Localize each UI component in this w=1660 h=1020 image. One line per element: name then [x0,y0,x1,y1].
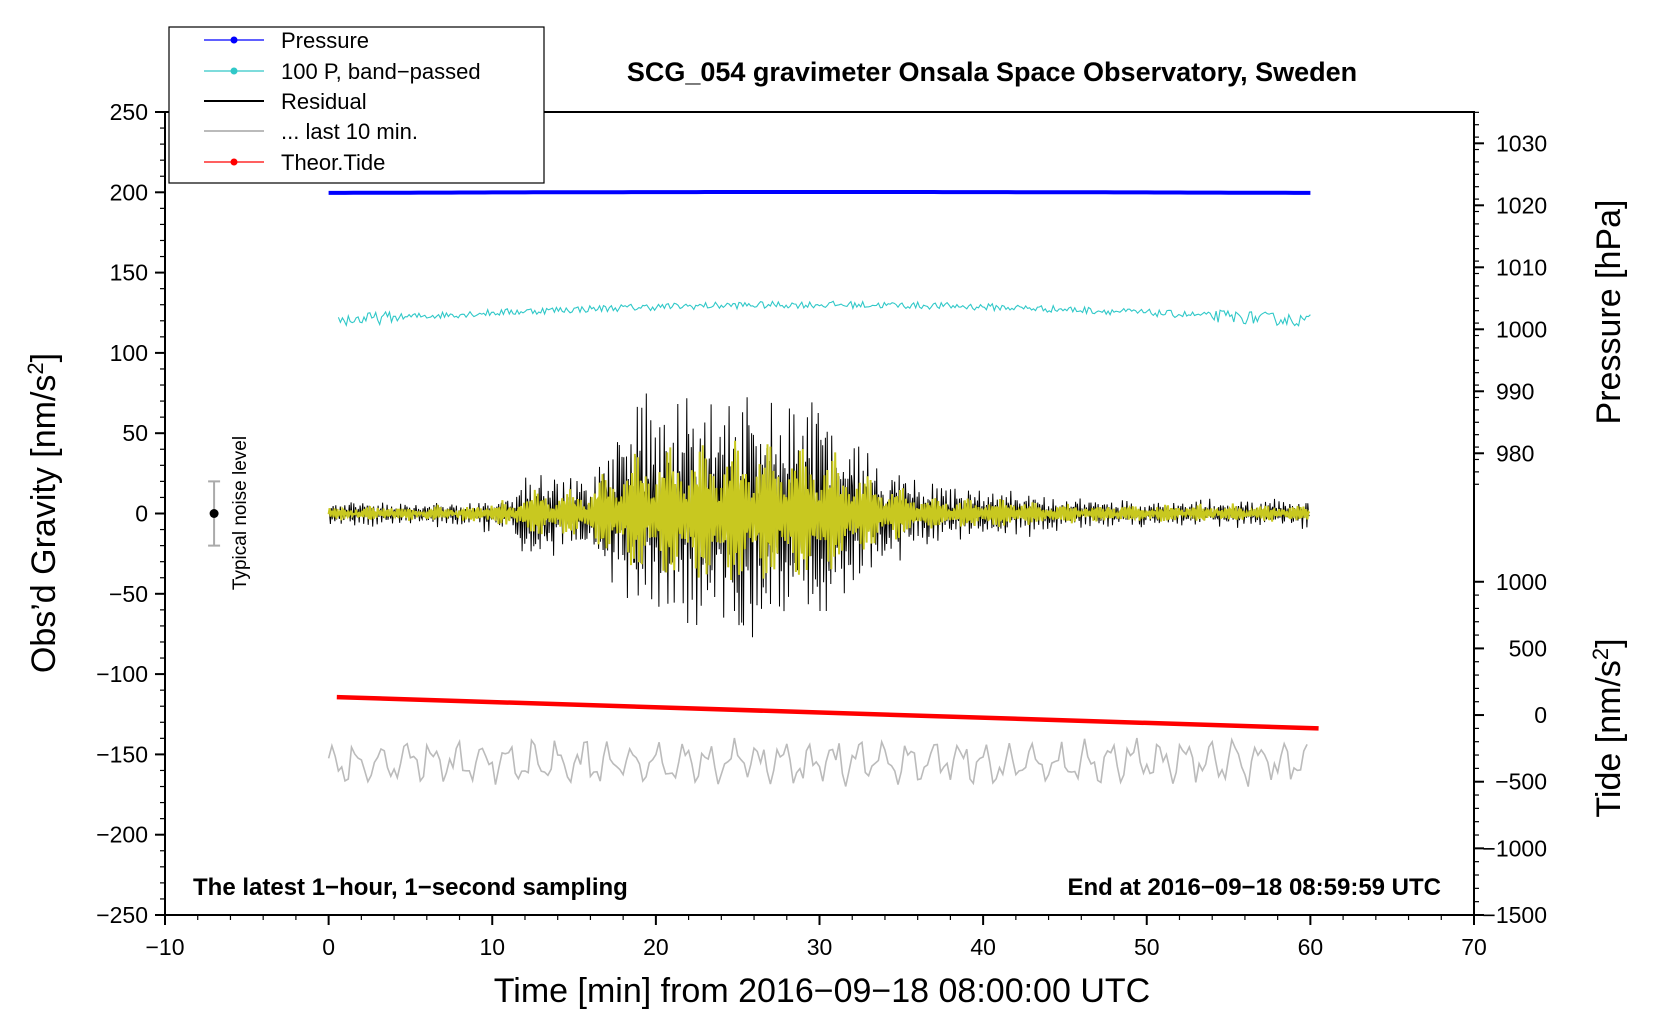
pressure-tick-label: 990 [1496,378,1534,404]
x-tick-label: 10 [479,934,505,960]
legend-swatch-tide-dot [230,158,238,166]
y-axis-pressure: 1030 1020 1010 1000 990 980 [1474,111,1547,485]
x-axis-label: Time [min] from 2016−09−18 08:00:00 UTC [494,972,1150,1010]
y-label-gravity-close: ] [25,353,63,362]
x-tick-label: 60 [1298,934,1324,960]
legend-box [168,26,545,184]
pressure-tick-label: 1030 [1496,130,1547,156]
legend: Pressure 100 P, band−passed Residual ...… [168,26,545,184]
series-tide-line [336,694,1319,731]
y-label-gravity-sup: 2 [23,362,48,374]
pressure-tick-label: 1020 [1496,192,1547,218]
x-tick-label: 50 [1134,934,1160,960]
y-tick-label: 100 [110,340,148,366]
legend-swatch-bandpassed-dot [230,67,238,75]
legend-swatches [204,36,264,166]
series-pressure-line [328,190,1311,195]
y-tick-label: 0 [135,501,148,527]
series-layer [327,190,1319,787]
noise-indicator [208,480,221,547]
noise-dot [209,509,219,518]
note-sampling: The latest 1−hour, 1−second sampling [193,874,628,901]
pressure-tick-label: 1010 [1496,254,1547,280]
note-end-time: End at 2016−09−18 08:59:59 UTC [1067,874,1441,901]
legend-label-bandpassed: 100 P, band−passed [281,59,481,84]
legend-label-residual: Residual [281,89,367,114]
y-tick-label: 200 [110,179,148,205]
noise-label: Typical noise level [230,436,251,590]
y-label-tide-text: Tide [nm/s [1590,660,1628,817]
x-tick-label: 70 [1461,934,1487,960]
tide-tick-label: 0 [1534,702,1547,728]
pressure-tick-label: 1000 [1496,316,1547,342]
chart-title: SCG_054 gravimeter Onsala Space Observat… [627,57,1357,87]
y-tick-label: −250 [96,902,148,928]
y-tick-label: −100 [96,661,148,687]
series-filtered-line [327,440,1311,581]
legend-label-tide: Theor.Tide [281,150,385,175]
x-tick-label: 30 [807,934,833,960]
series-bandpassed-line [337,300,1311,328]
y-axis-label-pressure: Pressure [hPa] [1590,200,1628,425]
y-axis-label-tide: Tide [nm/s2] [1588,638,1628,817]
pressure-tick-label: 980 [1496,440,1534,466]
y-axis-label-gravity: Obs’d Gravity [nm/s2] [23,353,63,673]
y-tick-label: 150 [110,260,148,286]
tide-tick-label: −1000 [1482,835,1547,861]
y-axis-tide: 1000 500 0 −500 −1000 −1500 [1474,569,1547,928]
legend-label-pressure: Pressure [281,28,369,53]
x-tick-label: 40 [970,934,996,960]
y-tick-label: 50 [122,420,148,446]
legend-label-last10: ... last 10 min. [281,119,418,144]
tide-tick-label: −500 [1495,769,1547,795]
y-tick-label: 250 [110,99,148,125]
tide-tick-label: 1000 [1496,569,1547,595]
y-tick-label: −150 [96,741,148,767]
x-tick-label: 20 [643,934,669,960]
series-last10-line [327,736,1308,787]
tide-tick-label: 500 [1509,635,1547,661]
y-label-tide-close: ] [1590,638,1628,647]
y-label-tide-sup: 2 [1588,648,1613,660]
legend-swatch-pressure-dot [230,36,238,44]
tide-tick-label: −1500 [1482,902,1547,928]
y-axis-gravity: 250 200 150 100 50 0 −50 −100 −150 −200 −250 [96,99,165,928]
y-tick-label: −200 [96,822,148,848]
x-axis: −10 0 10 20 30 40 50 60 70 [145,915,1487,960]
y-label-gravity-text: Obs’d Gravity [nm/s [25,375,63,674]
y-tick-label: −50 [109,581,148,607]
x-tick-label: 0 [322,934,335,960]
x-tick-label: −10 [145,934,184,960]
